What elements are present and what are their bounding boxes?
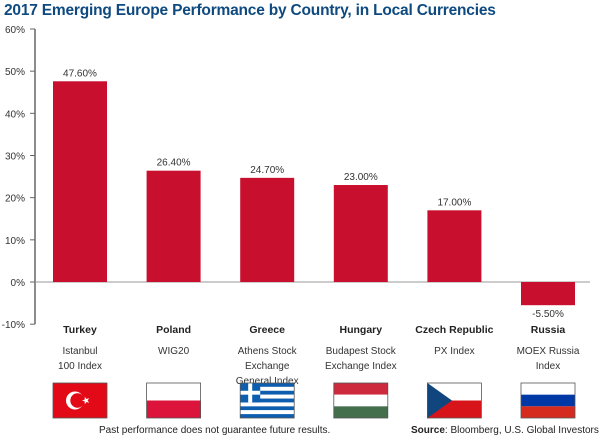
category-label: Turkey bbox=[63, 324, 97, 336]
y-tick-label: 0% bbox=[11, 278, 26, 289]
bar-russia bbox=[521, 282, 575, 306]
poland-flag-icon bbox=[146, 382, 202, 419]
category-label: Czech Republic bbox=[415, 324, 493, 336]
index-label: Budapest Stock bbox=[326, 346, 397, 357]
disclaimer: Past performance does not guarantee futu… bbox=[99, 425, 331, 436]
index-label: MOEX Russia bbox=[517, 346, 580, 357]
y-tick-label: 10% bbox=[5, 236, 25, 247]
data-label: -5.50% bbox=[532, 309, 564, 320]
hungary-flag-icon bbox=[333, 382, 389, 419]
index-label: WIG20 bbox=[158, 346, 190, 357]
data-label: 26.40% bbox=[157, 158, 191, 169]
index-label: 100 Index bbox=[58, 361, 102, 372]
source-text: : Bloomberg, U.S. Global Investors bbox=[444, 425, 599, 436]
y-tick-label: 20% bbox=[5, 194, 25, 205]
bar-hungary bbox=[333, 185, 388, 282]
category-label: Poland bbox=[156, 324, 191, 336]
category-label: Greece bbox=[249, 324, 285, 336]
data-label: 23.00% bbox=[344, 172, 378, 183]
chart-title: 2017 Emerging Europe Performance by Coun… bbox=[4, 2, 496, 19]
index-label: Exchange Index bbox=[325, 361, 397, 372]
index-label: Exchange bbox=[245, 361, 290, 372]
data-label: 17.00% bbox=[437, 197, 471, 208]
data-label: 24.70% bbox=[250, 165, 284, 176]
source-label: Source bbox=[411, 425, 445, 436]
source-note: Source: Bloomberg, U.S. Global Investors bbox=[411, 425, 599, 436]
russia-flag-icon bbox=[520, 382, 576, 419]
category-label: Russia bbox=[531, 324, 566, 336]
data-label: 47.60% bbox=[63, 68, 97, 79]
index-label: Istanbul bbox=[62, 346, 97, 357]
y-tick-label: 30% bbox=[5, 152, 25, 163]
y-tick-label: 60% bbox=[5, 25, 25, 36]
category-label: Hungary bbox=[340, 324, 383, 336]
y-tick-label: 40% bbox=[5, 109, 25, 120]
bar-greece bbox=[240, 177, 295, 282]
czech-flag-icon bbox=[426, 382, 482, 419]
turkey-flag-icon bbox=[52, 382, 108, 419]
y-tick-label: 50% bbox=[5, 67, 25, 78]
greece-flag-icon bbox=[239, 382, 295, 419]
index-label: General Index bbox=[236, 376, 299, 387]
bar-poland bbox=[146, 170, 201, 282]
bar-czech-republic bbox=[427, 210, 482, 282]
bar-turkey bbox=[53, 81, 107, 282]
index-label: PX Index bbox=[434, 346, 475, 357]
index-label: Athens Stock bbox=[238, 346, 298, 357]
index-label: Index bbox=[536, 361, 560, 372]
y-tick-label: -10% bbox=[2, 320, 25, 331]
